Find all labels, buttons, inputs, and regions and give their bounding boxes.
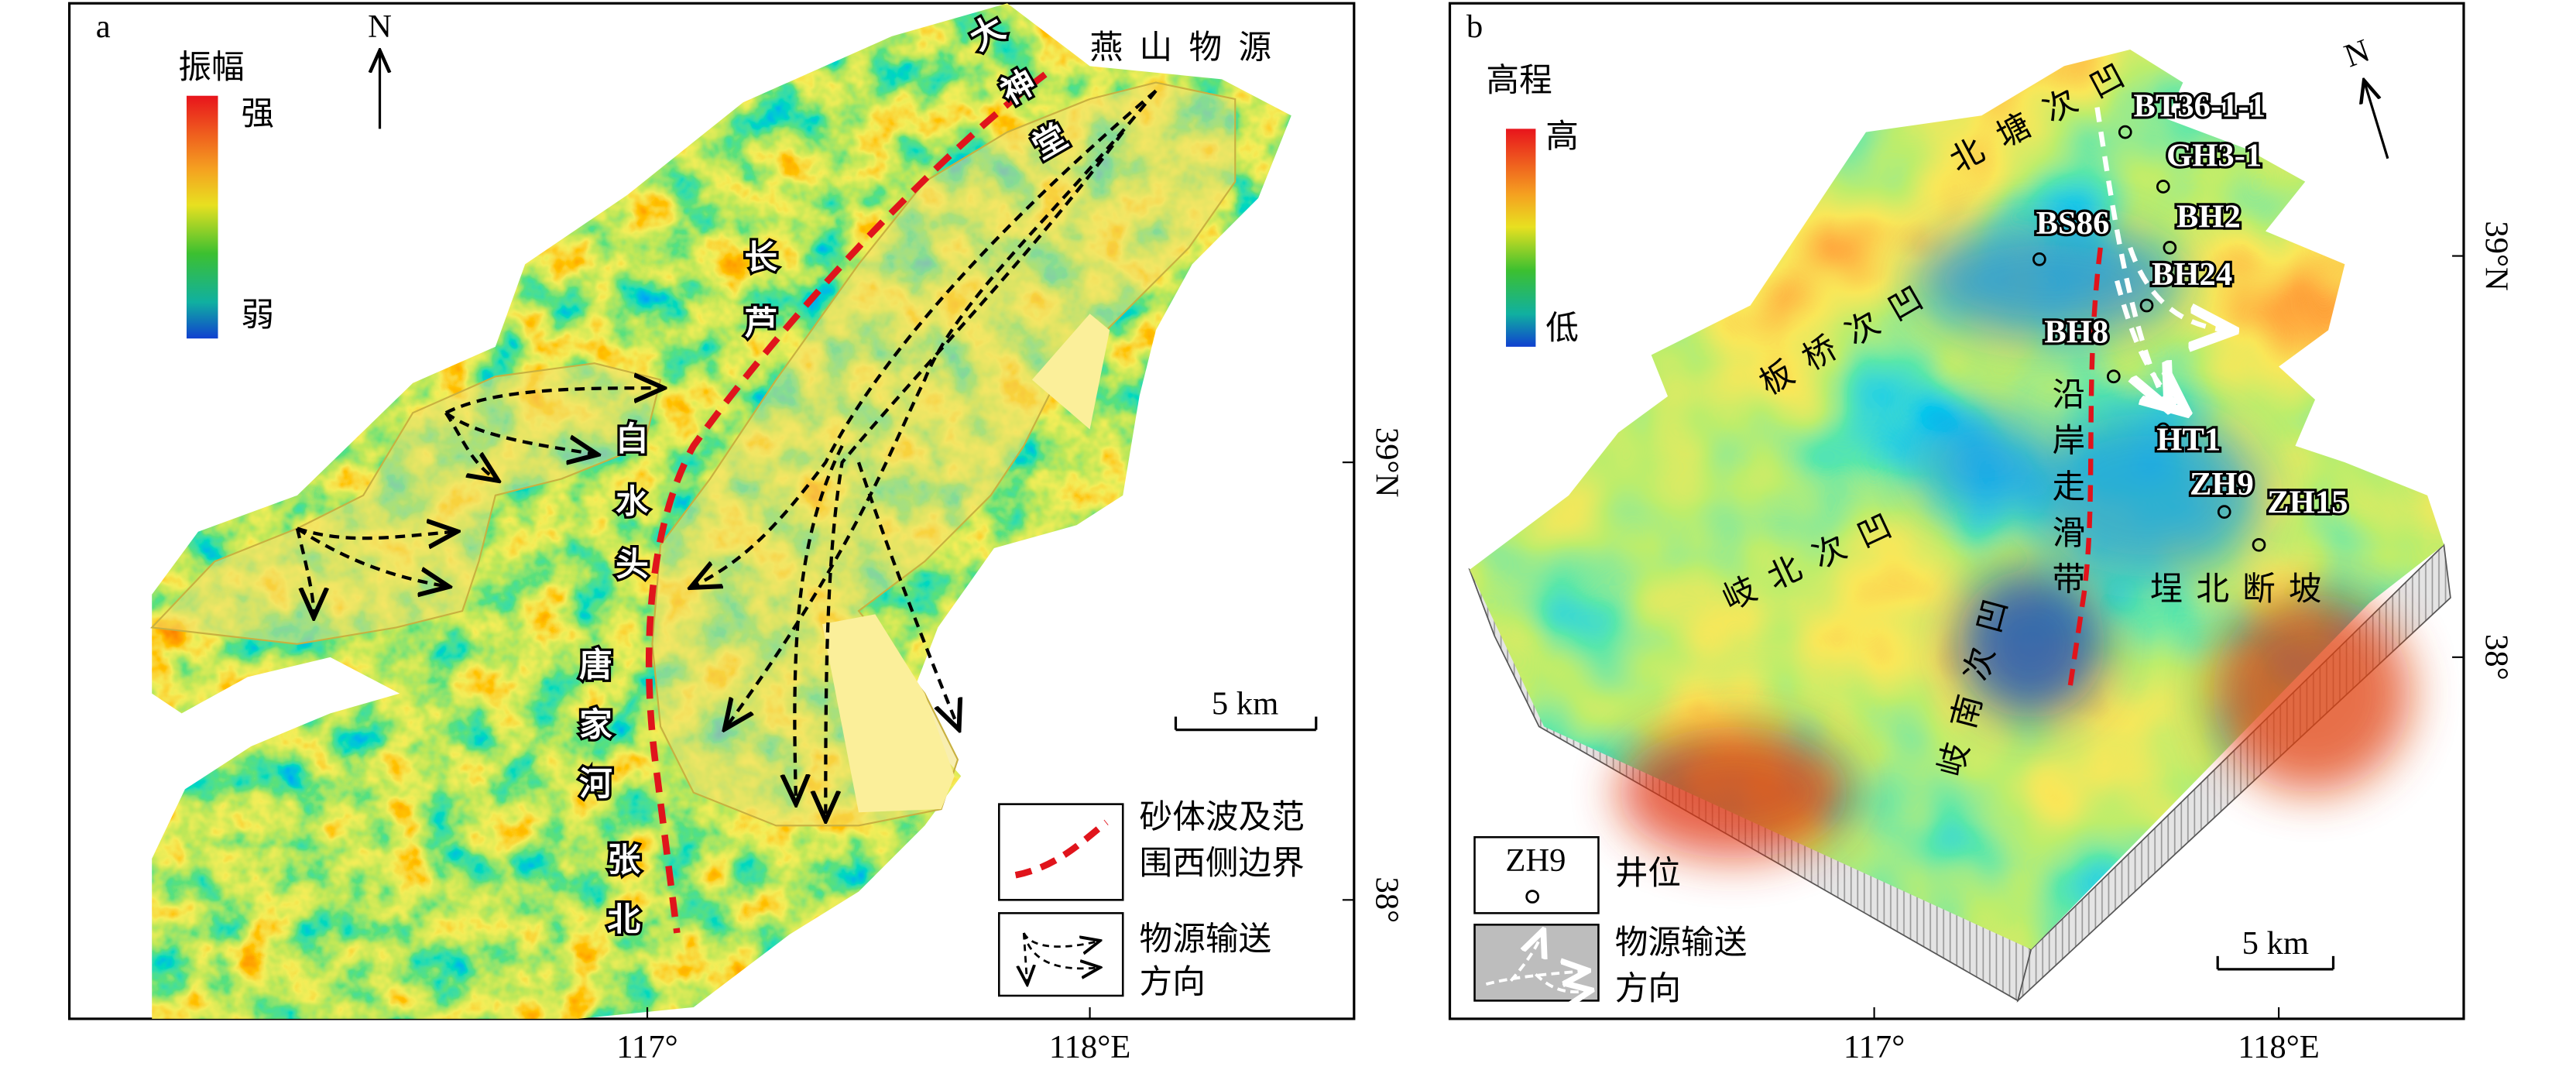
- legend-arrows: [1485, 933, 1588, 992]
- legend-box: [1473, 924, 1600, 1002]
- y-label: 39°N: [1368, 427, 1405, 498]
- legend-text: 方向: [1140, 963, 1206, 1002]
- place-name: 张北: [602, 842, 640, 962]
- place-name: 长芦: [739, 239, 777, 372]
- y-label: 39°N: [2478, 221, 2515, 291]
- colorbar-low: 低: [1545, 309, 1579, 348]
- y-label: 38°: [2478, 634, 2515, 681]
- legend-text: 物源输送: [1140, 920, 1272, 959]
- sand-boundary: [645, 71, 1048, 934]
- colorbar-low: 弱: [241, 296, 274, 334]
- sand-patch: [1031, 314, 1110, 430]
- legend-text: 物源输送: [1615, 923, 1748, 962]
- panel-a: a 振幅 强 弱 N 燕山物源 大神堂 长芦 白水头 唐家河 张北 5 km 砂…: [67, 2, 1405, 1065]
- y-label: 38°: [1368, 876, 1405, 923]
- legend-text: 砂体波及范: [1140, 797, 1305, 836]
- colorbar-title: 高程: [1486, 61, 1552, 100]
- legend-arrows: [1024, 932, 1098, 983]
- north-label: N: [368, 9, 392, 45]
- colorbar: [1506, 129, 1536, 347]
- x-label: 117°: [1844, 1029, 1905, 1065]
- well-label: HT1: [2156, 421, 2221, 458]
- well-label: BS86: [2036, 205, 2110, 242]
- well-label: ZH9: [2190, 466, 2254, 502]
- fan-area: [149, 362, 662, 645]
- well-label: ZH15: [2267, 484, 2348, 520]
- panel-label: b: [1466, 9, 1483, 45]
- well-label: BH24: [2152, 256, 2232, 293]
- sand-patch: [822, 614, 955, 813]
- scale-bar: [2216, 955, 2335, 971]
- legend-box: [997, 912, 1124, 997]
- place-name: 唐家河: [574, 646, 612, 826]
- well-markers: [2032, 125, 2266, 552]
- x-label: 118°E: [2238, 1029, 2319, 1065]
- region-label: 沿岸走滑带: [2046, 376, 2085, 608]
- source-label: 燕山物源: [1090, 28, 1288, 67]
- scale-label: 5 km: [1212, 686, 1278, 722]
- x-label: 118°E: [1049, 1029, 1130, 1065]
- legend-text: 围西侧边界: [1140, 844, 1305, 883]
- legend-well: [1525, 890, 1539, 904]
- x-label: 117°: [616, 1029, 677, 1065]
- source-arrows: [2094, 107, 2230, 410]
- well-label: BH8: [2044, 314, 2108, 351]
- well-label: GH3-1: [2166, 138, 2262, 174]
- source-arrows: [295, 89, 1158, 817]
- colorbar: [186, 95, 218, 339]
- scale-label: 5 km: [2242, 925, 2309, 962]
- legend-text: 井位: [1615, 854, 1681, 893]
- colorbar-high: 高: [1545, 118, 1579, 156]
- well-label: BT36-1-1: [2133, 88, 2266, 125]
- scale-bar: [1174, 716, 1318, 732]
- place-name: 白水头: [610, 420, 649, 609]
- panel-b: BT36-1-1 GH3-1 BH2 BS86 BH24 BH8 HT1 ZH9…: [1448, 2, 2515, 1065]
- legend-text: 方向: [1615, 969, 1681, 1008]
- north-arrow: [2365, 83, 2389, 159]
- colorbar-high: 强: [241, 94, 274, 133]
- legend-boundary: [1014, 819, 1109, 879]
- trough: [1618, 222, 2411, 859]
- colorbar-title: 振幅: [178, 48, 244, 87]
- legend-symbol: ZH9: [1505, 842, 1566, 879]
- panel-label: a: [96, 9, 111, 45]
- legend-box: [997, 803, 1124, 901]
- region-label: 埕北断坡: [2150, 570, 2335, 609]
- well-label: BH2: [2176, 198, 2241, 235]
- strike-slip-zone: [2067, 247, 2103, 694]
